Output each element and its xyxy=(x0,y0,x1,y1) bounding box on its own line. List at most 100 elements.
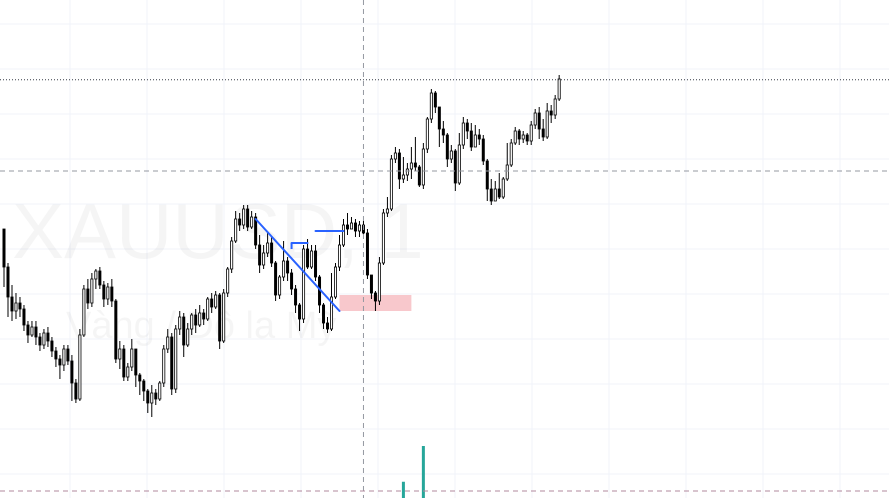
candle-body-down xyxy=(154,392,158,400)
candle-body-down xyxy=(294,288,298,306)
candle xyxy=(82,285,86,337)
candle-body-up xyxy=(78,334,82,400)
candle-body-down xyxy=(290,272,294,290)
candle-body-down xyxy=(22,308,26,326)
candle-body-up xyxy=(553,98,557,116)
volume-bars xyxy=(401,446,425,498)
candle xyxy=(58,355,62,379)
candle-body-up xyxy=(545,110,549,138)
candle-body-up xyxy=(158,382,162,400)
candle-body-up xyxy=(62,348,66,366)
candle xyxy=(385,197,389,217)
candle-body-up xyxy=(130,348,134,368)
candle-body-down xyxy=(10,296,14,312)
candle-body-up xyxy=(230,240,234,270)
candle xyxy=(106,283,110,305)
candle-body-down xyxy=(138,374,142,382)
candle xyxy=(234,211,238,243)
candle xyxy=(22,305,26,331)
candle xyxy=(242,205,246,229)
candle-body-down xyxy=(353,222,357,232)
candle xyxy=(322,303,326,329)
candle xyxy=(14,293,18,319)
candle xyxy=(469,123,473,151)
candle xyxy=(246,205,250,231)
candle-body-up xyxy=(82,288,86,336)
candle-body-down xyxy=(441,128,445,136)
candle-body-up xyxy=(509,142,513,166)
candle xyxy=(326,317,330,333)
candle-body-up xyxy=(214,294,218,308)
candle xyxy=(377,257,381,305)
candle xyxy=(210,293,214,313)
candle xyxy=(50,337,54,357)
candlestick-series xyxy=(2,75,561,417)
candle-body-down xyxy=(146,390,150,404)
candle xyxy=(461,117,465,149)
candle-body-down xyxy=(413,162,417,168)
candle-body-up xyxy=(393,152,397,160)
candle-body-down xyxy=(481,138,485,162)
candle xyxy=(30,321,34,337)
candle xyxy=(174,325,178,393)
candle-body-down xyxy=(238,218,242,226)
candle xyxy=(18,297,22,317)
candle xyxy=(373,291,377,311)
candle-body-up xyxy=(234,218,238,242)
candle xyxy=(42,329,46,349)
candle xyxy=(122,345,126,381)
candle-body-up xyxy=(330,296,334,330)
candle-body-down xyxy=(34,326,38,338)
candle-body-down xyxy=(122,348,126,378)
candle xyxy=(294,285,298,313)
candle xyxy=(198,305,202,327)
candle xyxy=(78,329,82,401)
candle xyxy=(186,323,190,347)
candle-body-up xyxy=(529,124,533,142)
trend-line[interactable] xyxy=(254,218,341,312)
candle xyxy=(421,143,425,189)
candle-body-up xyxy=(242,208,246,226)
candle-body-down xyxy=(306,248,310,268)
candle xyxy=(389,155,393,211)
candle xyxy=(549,105,553,123)
candle-body-down xyxy=(365,232,369,276)
candle xyxy=(134,348,138,387)
candle-body-up xyxy=(409,162,413,170)
candle-body-down xyxy=(497,188,501,198)
candle-body-down xyxy=(417,166,421,186)
candle xyxy=(353,219,357,237)
candle xyxy=(365,229,369,279)
candle-body-down xyxy=(202,312,206,320)
candle xyxy=(433,91,437,113)
candle xyxy=(178,311,182,335)
candle-body-up xyxy=(90,278,94,304)
candle xyxy=(545,103,549,139)
candle xyxy=(413,137,417,171)
candle-body-down xyxy=(66,348,70,362)
candle-body-down xyxy=(134,348,138,376)
candle xyxy=(341,219,345,247)
candle xyxy=(170,333,174,395)
candle-body-down xyxy=(54,350,58,360)
candle xyxy=(429,89,433,123)
candle-body-down xyxy=(182,316,186,346)
candle-body-up xyxy=(505,164,509,180)
candle-body-down xyxy=(210,298,214,308)
candle xyxy=(154,389,158,405)
candle xyxy=(142,379,146,401)
candle xyxy=(334,263,338,299)
candle-body-down xyxy=(86,288,90,304)
candle xyxy=(521,131,525,143)
candle-body-down xyxy=(469,130,473,148)
trend-lines[interactable] xyxy=(254,218,345,312)
candle-body-up xyxy=(14,302,18,312)
candle-body-up xyxy=(226,268,230,294)
candle-body-up xyxy=(349,222,353,230)
candle xyxy=(262,245,266,269)
candle-body-down xyxy=(433,92,437,108)
candle-body-up xyxy=(262,252,266,266)
candle-body-up xyxy=(421,148,425,186)
candle xyxy=(481,135,485,165)
